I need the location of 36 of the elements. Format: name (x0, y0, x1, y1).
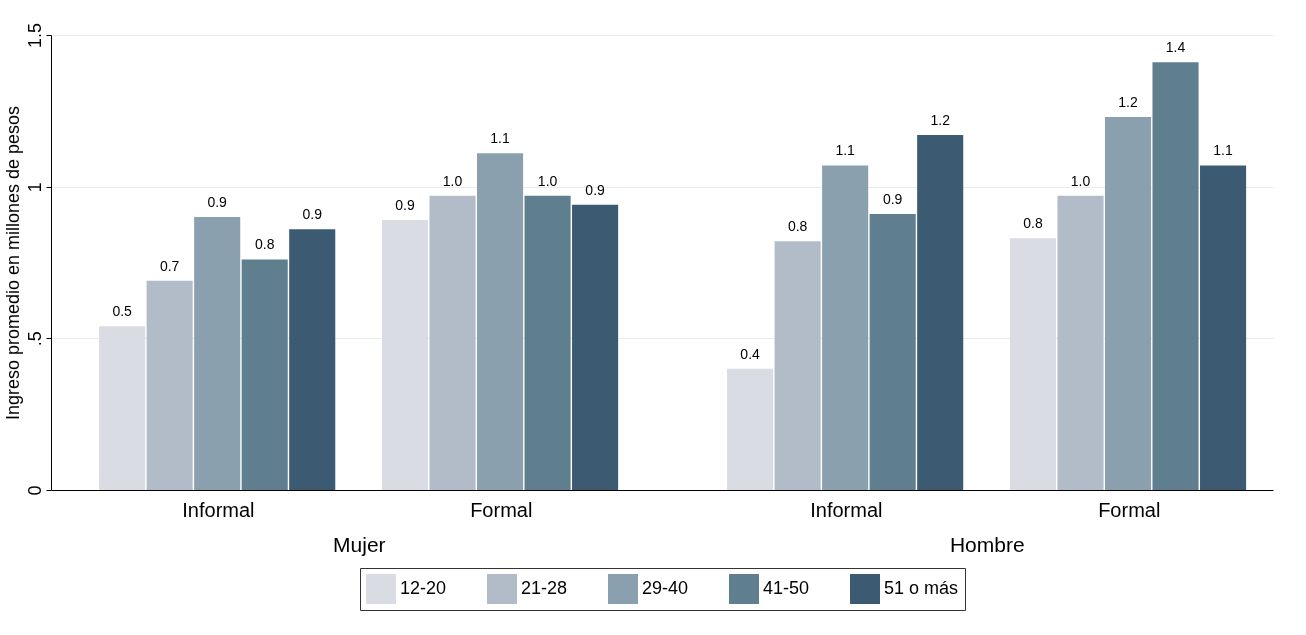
x-tick-label: Informal (810, 498, 883, 521)
data-label: 0.8 (254, 236, 275, 253)
y-tick-label: .5 (24, 331, 45, 347)
data-label: 1.0 (1070, 172, 1091, 189)
data-label: 1.1 (1213, 142, 1234, 159)
data-label: 0.4 (740, 345, 761, 362)
data-label: 0.5 (112, 303, 133, 320)
legend-label: 21-28 (521, 578, 568, 598)
data-label: 0.7 (159, 257, 180, 274)
data-label: 1.2 (1118, 93, 1138, 110)
text: Mujer (333, 533, 386, 556)
data-label: 0.9 (395, 197, 415, 214)
data-label: 0.9 (882, 190, 903, 207)
data-label: 1.0 (442, 172, 463, 189)
legend-label: 12-20 (400, 578, 447, 598)
text: Hombre (949, 533, 1025, 556)
x-tick-label: Informal (182, 498, 255, 521)
data-label: 0.9 (207, 194, 228, 210)
y-axis-title: Ingreso promedio en millones de pesos (2, 105, 23, 421)
data-label: 0.9 (302, 206, 323, 223)
data-label: 1.1 (490, 130, 510, 147)
y-tick-label: 1 (24, 182, 45, 193)
x-tick-label: Formal (1098, 498, 1161, 521)
data-label: 0.8 (787, 218, 808, 235)
x-tick-label: Formal (470, 498, 533, 521)
data-label: 1.2 (930, 112, 951, 129)
data-label: 1.0 (537, 172, 558, 189)
y-tick-label: 0 (24, 485, 45, 496)
data-label: 0.9 (585, 181, 606, 198)
legend-label: 51 o más (884, 578, 959, 598)
data-label: 0.8 (1023, 215, 1043, 232)
data-label: 1.4 (1165, 39, 1186, 56)
y-tick-label: 1.5 (24, 22, 45, 49)
legend-label: 29-40 (642, 578, 689, 598)
data-label: 1.1 (835, 142, 856, 159)
legend-label: 41-50 (763, 578, 810, 598)
